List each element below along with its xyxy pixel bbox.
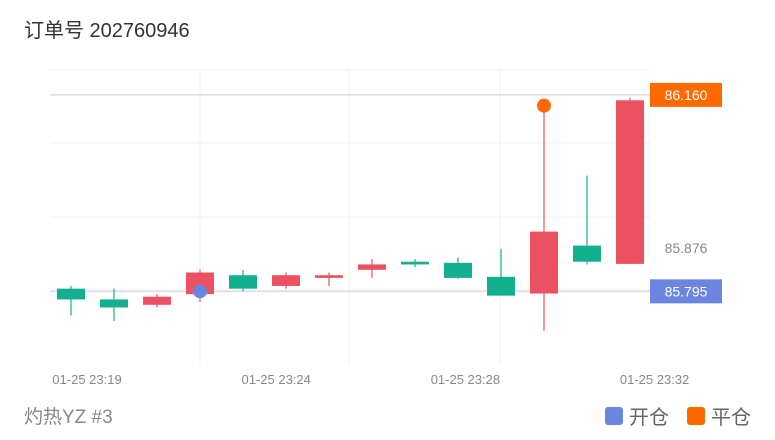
x-tick-label: 01-25 23:19 xyxy=(52,372,121,387)
open-marker xyxy=(193,284,207,299)
candle xyxy=(530,105,558,332)
candle xyxy=(143,294,171,308)
candle-body xyxy=(530,231,558,294)
candle xyxy=(358,259,386,278)
legend-item-close[interactable]: 平仓 xyxy=(687,401,751,430)
candle-body xyxy=(616,100,644,264)
candle-body xyxy=(272,275,300,286)
candles xyxy=(57,97,644,332)
legend-close-label: 平仓 xyxy=(711,407,751,429)
candle-body xyxy=(229,275,257,289)
candle xyxy=(616,97,644,264)
legend: 开仓 平仓 xyxy=(605,401,751,430)
x-tick-label: 01-25 23:24 xyxy=(241,372,310,387)
price-badge xyxy=(650,82,722,107)
candle-body xyxy=(57,288,85,300)
candle-body xyxy=(315,275,343,278)
page-title: 订单号 202760946 xyxy=(24,20,190,42)
legend-item-open[interactable]: 开仓 xyxy=(605,401,669,430)
candle-body xyxy=(401,261,429,265)
price-badge-label: 85.795 xyxy=(665,283,708,299)
price-badge-label: 86.160 xyxy=(665,87,708,103)
candle xyxy=(573,175,601,265)
chart-grid xyxy=(50,68,650,364)
x-tick-label: 01-25 23:28 xyxy=(431,372,500,387)
candle xyxy=(57,285,85,316)
candle xyxy=(401,259,429,268)
price-text-label: 85.876 xyxy=(665,240,708,256)
x-tick-label: 01-25 23:32 xyxy=(620,372,689,387)
price-labels: 86.160 85.876 85.795 xyxy=(650,82,722,304)
chart-subtitle: 灼热YZ #3 xyxy=(24,407,113,428)
candle-body xyxy=(487,276,515,296)
candle xyxy=(444,257,472,279)
candle xyxy=(229,269,257,292)
candle-body xyxy=(358,264,386,270)
candle-body xyxy=(444,262,472,278)
candle xyxy=(487,248,515,296)
candle-body xyxy=(573,245,601,262)
candle-body xyxy=(143,296,171,305)
candle xyxy=(272,272,300,289)
legend-close-swatch xyxy=(687,406,705,425)
legend-open-swatch xyxy=(605,406,623,425)
candle-body xyxy=(186,272,214,295)
candle-body xyxy=(100,299,128,308)
close-marker xyxy=(537,98,551,113)
price-badge xyxy=(650,279,722,304)
x-axis-ticks: 01-25 23:19 01-25 23:24 01-25 23:28 01-25 2… xyxy=(52,372,689,387)
candle xyxy=(315,272,343,286)
trade-markers xyxy=(193,98,551,299)
legend-open-label: 开仓 xyxy=(629,407,669,429)
price-reference-lines xyxy=(50,94,650,293)
candle xyxy=(100,288,128,321)
